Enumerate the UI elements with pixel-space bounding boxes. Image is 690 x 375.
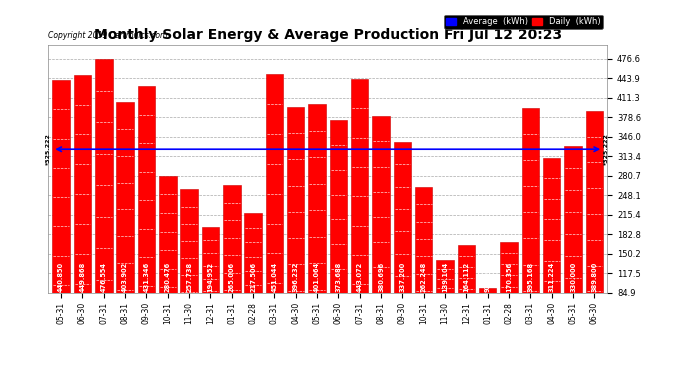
Bar	[330, 120, 347, 343]
Bar	[244, 213, 262, 343]
Text: 451.044: 451.044	[271, 261, 277, 291]
Bar	[415, 187, 433, 343]
Text: Copyright 2019 Cartronics.com: Copyright 2019 Cartronics.com	[48, 31, 168, 40]
Bar	[586, 111, 603, 343]
Text: 262.248: 262.248	[421, 261, 426, 291]
Text: 194.952: 194.952	[208, 261, 213, 291]
Text: 440.850: 440.850	[58, 261, 64, 291]
Text: 257.738: 257.738	[186, 261, 192, 291]
Text: 170.356: 170.356	[506, 261, 512, 291]
Text: 337.200: 337.200	[400, 261, 406, 291]
Bar	[74, 75, 91, 343]
Text: 389.800: 389.800	[591, 261, 598, 291]
Bar	[201, 227, 219, 343]
Legend: Average  (kWh), Daily  (kWh): Average (kWh), Daily (kWh)	[444, 15, 603, 28]
Text: 431.346: 431.346	[144, 261, 150, 291]
Text: 380.696: 380.696	[378, 261, 384, 291]
Text: 395.168: 395.168	[527, 261, 533, 291]
Bar	[543, 158, 560, 343]
Bar	[500, 242, 518, 343]
Bar	[52, 80, 70, 343]
Text: 396.232: 396.232	[293, 261, 299, 291]
Text: *325.222: *325.222	[46, 133, 51, 165]
Text: 92.564: 92.564	[485, 266, 491, 291]
Text: 311.224: 311.224	[549, 261, 555, 291]
Bar	[373, 116, 390, 343]
Bar	[436, 260, 454, 343]
Text: 401.064: 401.064	[314, 261, 320, 291]
Text: 443.072: 443.072	[357, 261, 363, 291]
Text: 403.902: 403.902	[122, 261, 128, 291]
Text: 265.006: 265.006	[229, 261, 235, 291]
Text: 139.104: 139.104	[442, 261, 448, 291]
Bar	[308, 104, 326, 343]
Bar	[138, 86, 155, 343]
Text: 476.554: 476.554	[101, 261, 107, 291]
Bar	[95, 59, 112, 343]
Text: 217.506: 217.506	[250, 261, 256, 291]
Bar	[394, 142, 411, 343]
Text: 449.868: 449.868	[79, 261, 86, 291]
Bar	[522, 108, 539, 343]
Bar	[223, 185, 241, 343]
Bar	[159, 176, 177, 343]
Bar	[117, 102, 134, 343]
Bar	[479, 288, 497, 343]
Bar	[564, 146, 582, 343]
Text: 373.688: 373.688	[335, 261, 342, 291]
Text: *325.222: *325.222	[604, 133, 609, 165]
Bar	[457, 245, 475, 343]
Text: 164.112: 164.112	[464, 261, 469, 291]
Text: 330.000: 330.000	[570, 261, 576, 291]
Bar	[351, 79, 368, 343]
Title: Monthly Solar Energy & Average Production Fri Jul 12 20:23: Monthly Solar Energy & Average Productio…	[94, 28, 562, 42]
Text: 280.476: 280.476	[165, 261, 170, 291]
Bar	[287, 107, 304, 343]
Bar	[266, 74, 283, 343]
Bar	[180, 189, 198, 343]
